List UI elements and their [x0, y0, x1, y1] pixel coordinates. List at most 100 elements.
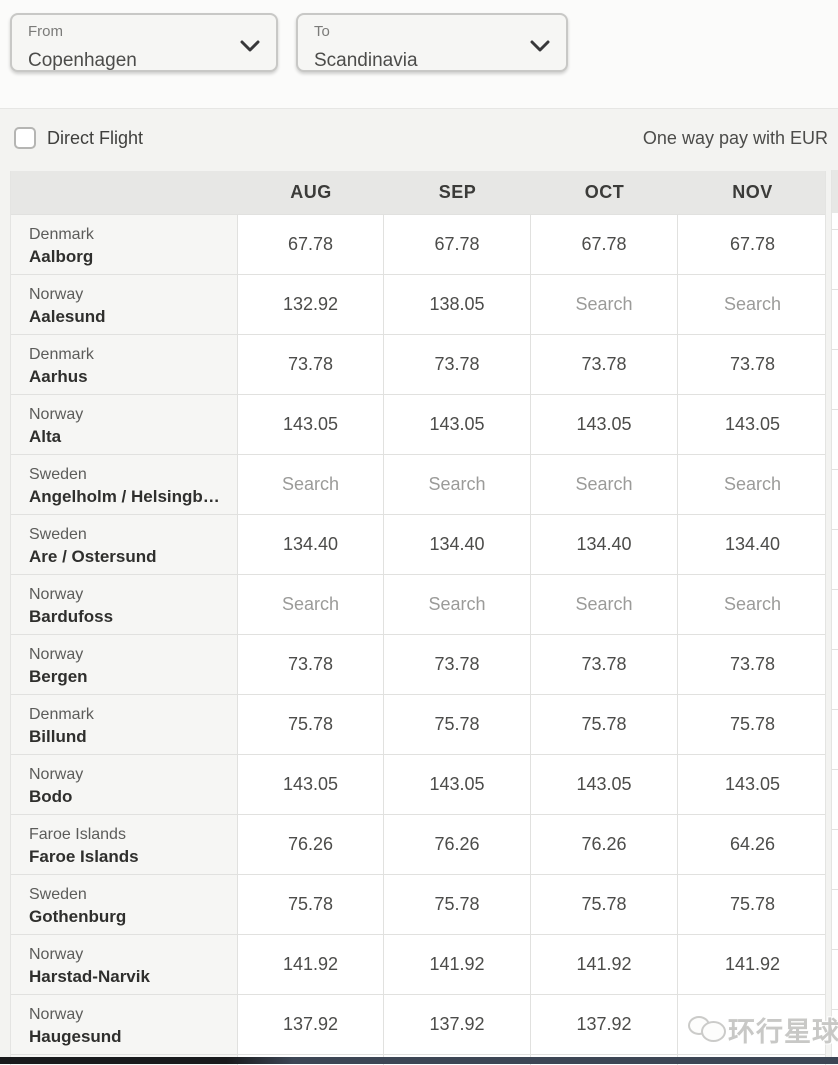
destination-city: Harstad-Narvik: [29, 967, 150, 986]
price-cell-aug[interactable]: 132.92: [238, 275, 384, 334]
price-cell-aug[interactable]: 137.92: [238, 995, 384, 1054]
price-cell-nov[interactable]: 141.92: [724, 954, 781, 974]
price-cell-oct[interactable]: 73.78: [531, 635, 678, 694]
destination-city: Aalesund: [29, 307, 106, 326]
price-cell-aug[interactable]: 141.92: [238, 935, 384, 994]
price-cell-oct[interactable]: 67.78: [531, 215, 678, 274]
price-cell-sep[interactable]: Search: [384, 575, 531, 634]
price-cell-sep[interactable]: 73.78: [384, 635, 531, 694]
price-cell-aug[interactable]: 143.05: [238, 755, 384, 814]
destination-cell: Denmark Aarhus: [11, 335, 238, 394]
price-cell-nov[interactable]: 73.78: [729, 354, 776, 374]
price-cell-oct[interactable]: 75.78: [531, 695, 678, 754]
price-cell-nov[interactable]: Search: [723, 294, 782, 314]
destination-cell: Sweden Angelholm / Helsingb…: [11, 455, 238, 514]
table-row: Denmark Aalborg 67.78 67.78 67.78 67.78: [11, 214, 825, 274]
price-cell-nov[interactable]: 64.26: [729, 834, 776, 854]
price-cell-oct[interactable]: 141.92: [531, 935, 678, 994]
destination-city: Bodo: [29, 787, 73, 806]
price-cell-sep[interactable]: 143.05: [384, 395, 531, 454]
price-cell-aug[interactable]: Search: [238, 575, 384, 634]
bottom-bar: [0, 1057, 838, 1064]
chevron-down-icon: [530, 39, 550, 53]
price-cell-nov[interactable]: 143.05: [724, 774, 781, 794]
price-cell-sep[interactable]: 134.40: [384, 515, 531, 574]
price-cell-aug[interactable]: 75.78: [238, 875, 384, 934]
price-cell-sep[interactable]: Search: [384, 455, 531, 514]
destination-country: Norway: [29, 406, 84, 423]
destination-country: Norway: [29, 586, 84, 603]
price-cell-sep[interactable]: 75.78: [384, 695, 531, 754]
price-cell-sep[interactable]: 67.78: [384, 215, 531, 274]
price-cell-nov[interactable]: 67.78: [729, 234, 776, 254]
price-cell-aug[interactable]: 75.78: [238, 695, 384, 754]
price-cell-aug[interactable]: Search: [238, 455, 384, 514]
destination-cell: Norway Bardufoss: [11, 575, 238, 634]
table-row: Norway Bodo 143.05 143.05 143.05 143.05: [11, 754, 825, 814]
price-cell-nov[interactable]: 75.78: [729, 894, 776, 914]
price-cell-aug[interactable]: 67.78: [238, 215, 384, 274]
price-cell-sep[interactable]: 73.78: [384, 335, 531, 394]
price-cell-aug[interactable]: 73.78: [238, 635, 384, 694]
destination-cell: Norway Harstad-Narvik: [11, 935, 238, 994]
table-row: Norway Alta 143.05 143.05 143.05 143.05: [11, 394, 825, 454]
price-cell-nov[interactable]: 143.05: [724, 414, 781, 434]
price-cell-nov[interactable]: 134.40: [724, 534, 781, 554]
price-cell-sep[interactable]: 138.05: [384, 275, 531, 334]
destination-city: Are / Ostersund: [29, 547, 157, 566]
destination-cell: Denmark Billund: [11, 695, 238, 754]
price-cell-oct[interactable]: 134.40: [531, 515, 678, 574]
price-cell-aug[interactable]: 143.05: [238, 395, 384, 454]
table-row: Denmark Aarhus 73.78 73.78 73.78 73.78: [11, 334, 825, 394]
destination-country: Faroe Islands: [29, 826, 126, 843]
column-header-oct: OCT: [584, 182, 625, 202]
direct-flight-checkbox[interactable]: [14, 127, 36, 149]
price-cell-nov[interactable]: Search: [723, 594, 782, 614]
destination-cell: Norway Bergen: [11, 635, 238, 694]
destination-city: Gothenburg: [29, 907, 127, 926]
price-cell-sep[interactable]: 75.78: [384, 875, 531, 934]
price-cell-aug[interactable]: 134.40: [238, 515, 384, 574]
price-cell-sep[interactable]: 137.92: [384, 995, 531, 1054]
table-row: Norway Bardufoss Search Search Search Se…: [11, 574, 825, 634]
price-cell-oct[interactable]: 73.78: [531, 335, 678, 394]
destination-city: Billund: [29, 727, 87, 746]
currency-note: One way pay with EUR: [642, 128, 828, 148]
to-label: To: [314, 23, 330, 40]
price-cell-oct[interactable]: Search: [531, 575, 678, 634]
price-cell-sep[interactable]: 141.92: [384, 935, 531, 994]
price-cell-oct[interactable]: 76.26: [531, 815, 678, 874]
table-row: Sweden Are / Ostersund 134.40 134.40 134…: [11, 514, 825, 574]
destination-cell: Faroe Islands Faroe Islands: [11, 815, 238, 874]
price-cell-oct[interactable]: Search: [531, 455, 678, 514]
price-cell-aug[interactable]: 73.78: [238, 335, 384, 394]
to-selector[interactable]: To Scandinavia: [296, 13, 568, 72]
table-row: Faroe Islands Faroe Islands 76.26 76.26 …: [11, 814, 825, 874]
destination-cell: Norway Bodo: [11, 755, 238, 814]
destination-country: Sweden: [29, 886, 87, 903]
price-cell-nov[interactable]: 75.78: [729, 714, 776, 734]
filter-row: Direct Flight One way pay with EUR: [0, 125, 838, 155]
destination-country: Sweden: [29, 526, 87, 543]
price-cell-sep[interactable]: 76.26: [384, 815, 531, 874]
price-cell-oct[interactable]: Search: [531, 275, 678, 334]
price-cell-oct[interactable]: 137.92: [531, 995, 678, 1054]
destination-city: Haugesund: [29, 1027, 122, 1046]
table-row: Norway Haugesund 137.92 137.92 137.92: [11, 994, 825, 1054]
price-cell-nov[interactable]: 73.78: [729, 654, 776, 674]
price-cell-nov[interactable]: [678, 995, 827, 1054]
price-cell-nov[interactable]: Search: [723, 474, 782, 494]
destination-country: Denmark: [29, 226, 94, 243]
column-header-nov: NOV: [732, 182, 773, 202]
destination-city: Bergen: [29, 667, 88, 686]
price-cell-sep[interactable]: 143.05: [384, 755, 531, 814]
destination-city: Aarhus: [29, 367, 88, 386]
price-cell-oct[interactable]: 143.05: [531, 395, 678, 454]
from-selector[interactable]: From Copenhagen: [10, 13, 278, 72]
table-row: Denmark Billund 75.78 75.78 75.78 75.78: [11, 694, 825, 754]
price-cell-oct[interactable]: 75.78: [531, 875, 678, 934]
destination-country: Norway: [29, 286, 84, 303]
price-cell-aug[interactable]: 76.26: [238, 815, 384, 874]
destination-cell: Norway Aalesund: [11, 275, 238, 334]
price-cell-oct[interactable]: 143.05: [531, 755, 678, 814]
